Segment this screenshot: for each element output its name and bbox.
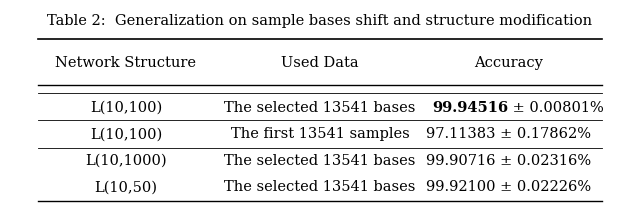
- Text: ± 0.00801%: ± 0.00801%: [508, 101, 604, 115]
- Text: L(10,100): L(10,100): [90, 101, 162, 115]
- Text: The first 13541 samples: The first 13541 samples: [230, 128, 410, 142]
- Text: Table 2:  Generalization on sample bases shift and structure modification: Table 2: Generalization on sample bases …: [47, 14, 593, 28]
- Text: L(10,100): L(10,100): [90, 128, 162, 142]
- Text: The selected 13541 bases: The selected 13541 bases: [224, 154, 416, 168]
- Text: 99.90716 ± 0.02316%: 99.90716 ± 0.02316%: [426, 154, 591, 168]
- Text: The selected 13541 bases: The selected 13541 bases: [224, 101, 416, 115]
- Text: 97.11383 ± 0.17862%: 97.11383 ± 0.17862%: [426, 128, 591, 142]
- Text: Accuracy: Accuracy: [474, 56, 543, 70]
- Text: Used Data: Used Data: [281, 56, 359, 70]
- Text: 99.92100 ± 0.02226%: 99.92100 ± 0.02226%: [426, 180, 591, 194]
- Text: L(10,50): L(10,50): [95, 180, 157, 194]
- Text: Network Structure: Network Structure: [56, 56, 196, 70]
- Text: 99.94516: 99.94516: [432, 101, 508, 115]
- Text: L(10,1000): L(10,1000): [85, 154, 167, 168]
- Text: The selected 13541 bases: The selected 13541 bases: [224, 180, 416, 194]
